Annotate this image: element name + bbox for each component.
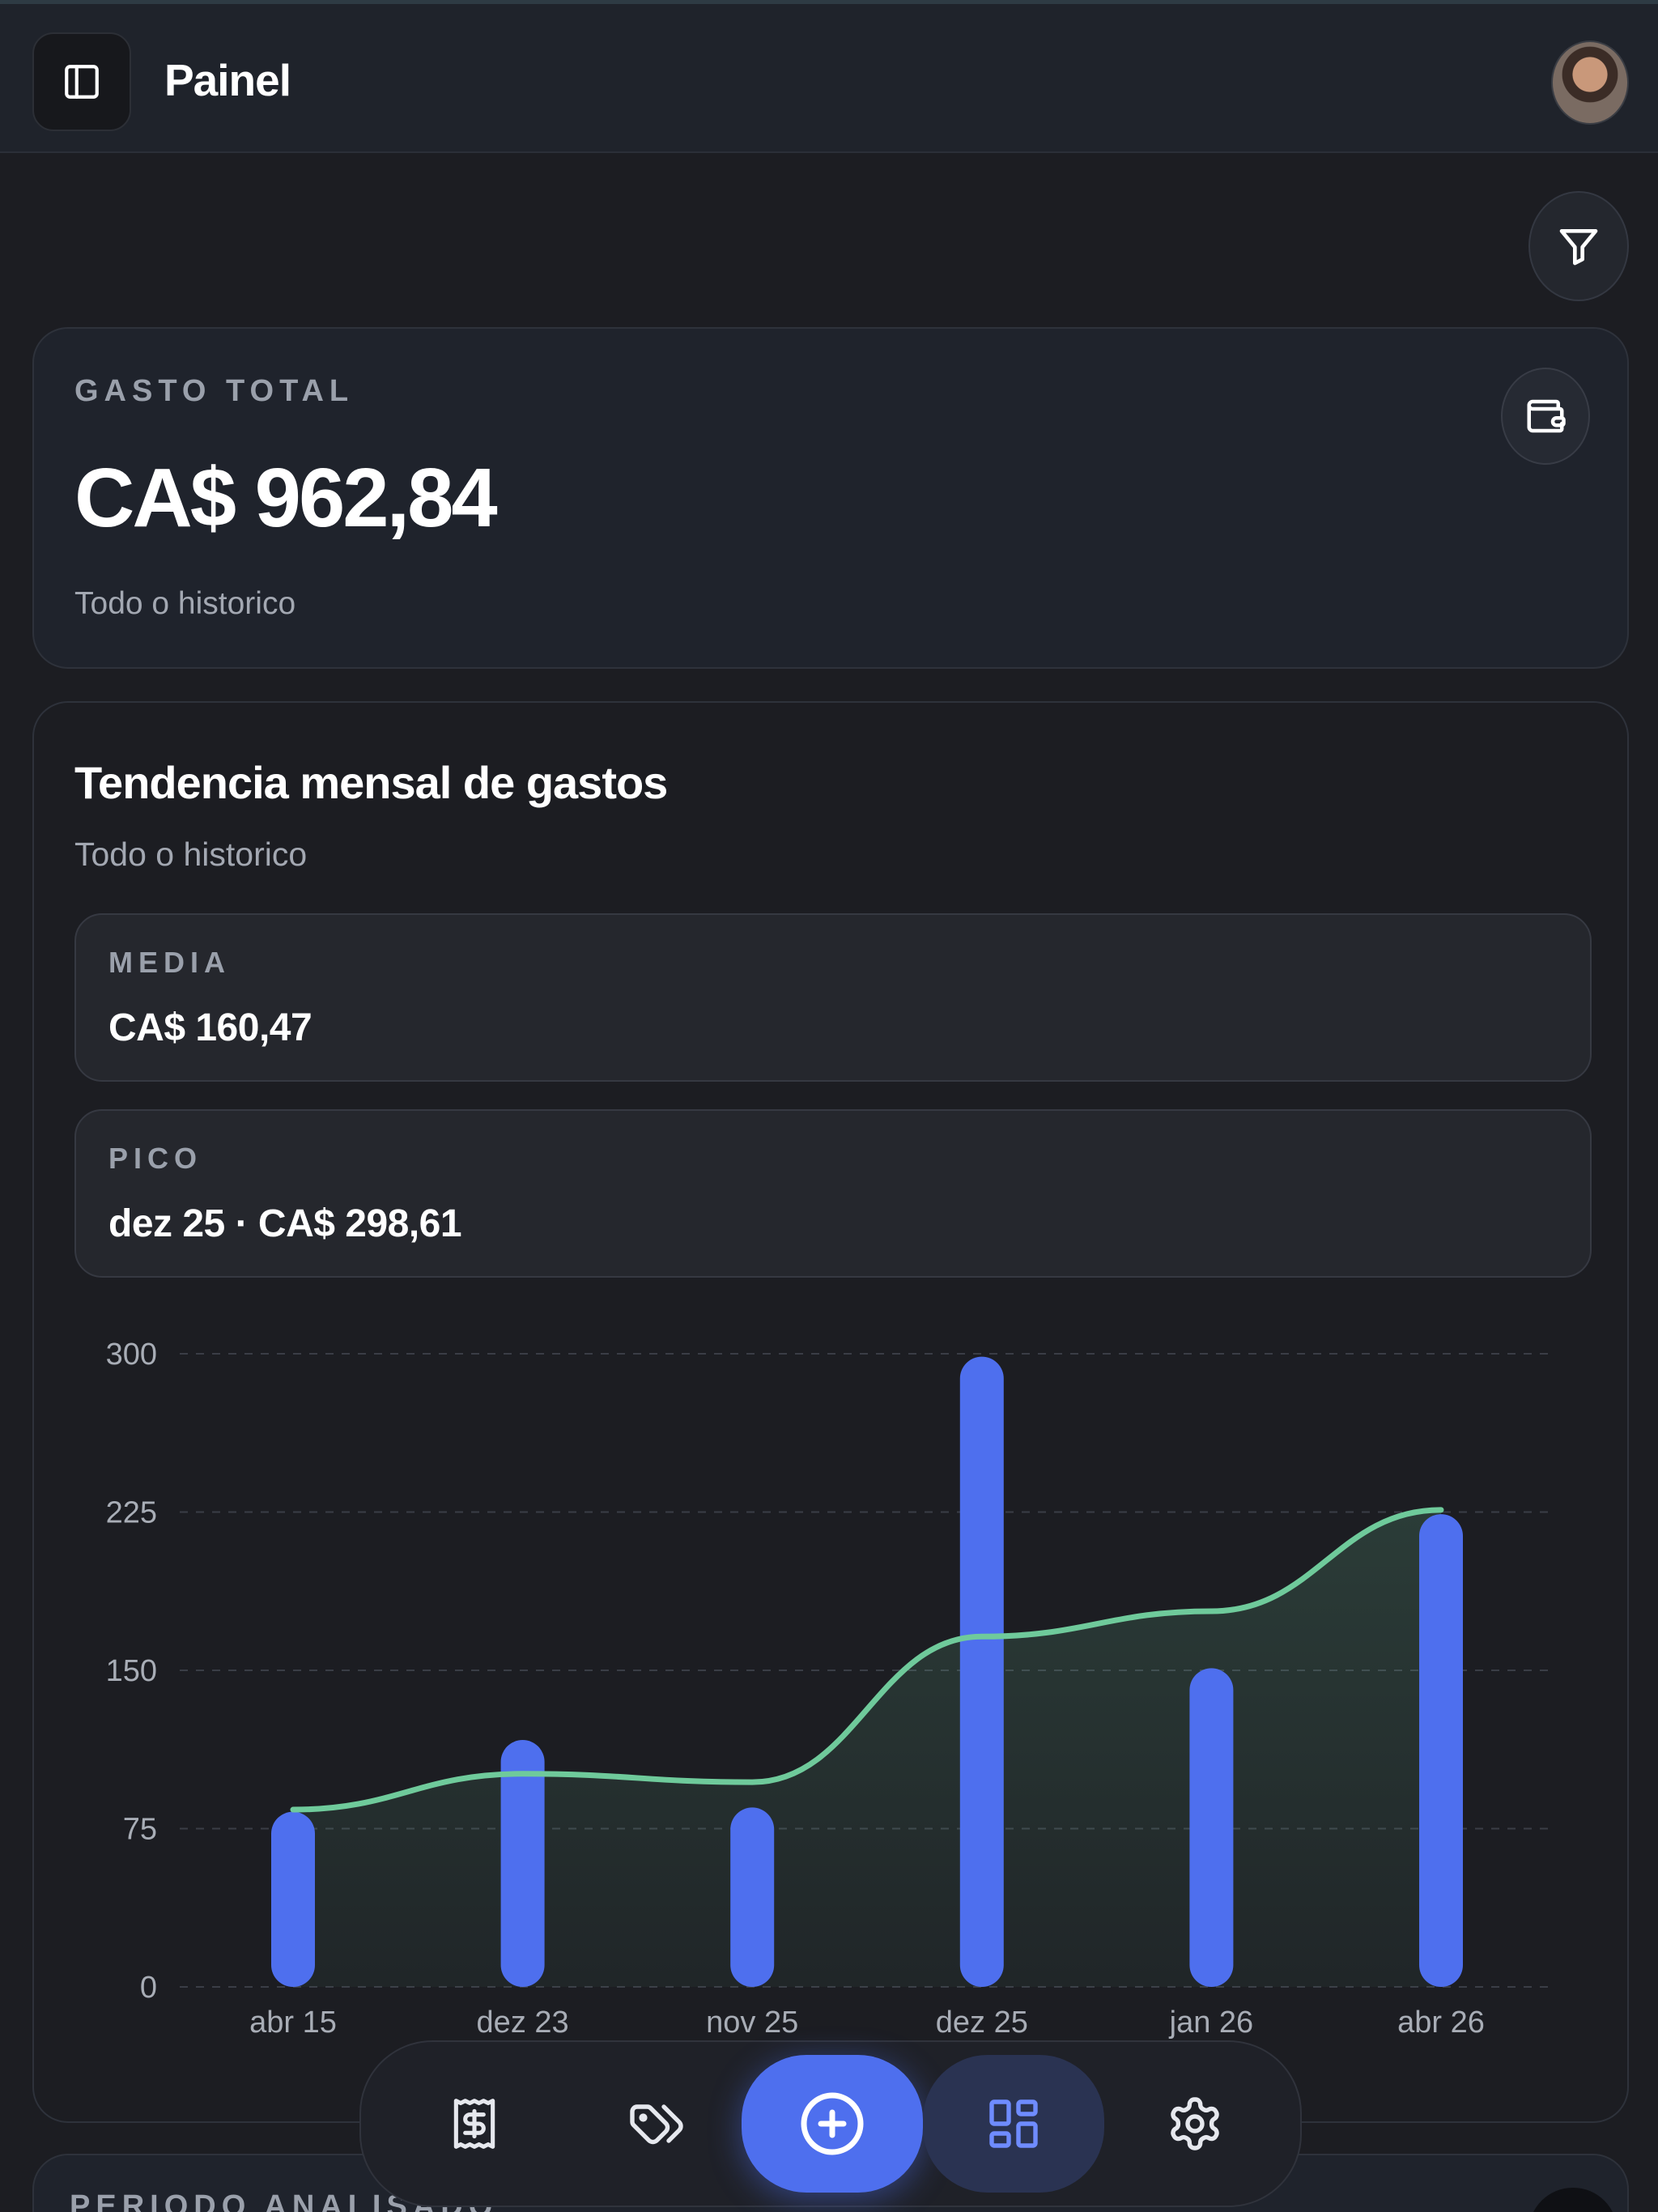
total-spend-value: CA$ 962,84 [74, 451, 498, 544]
trend-period: Todo o historico [74, 836, 308, 873]
average-value: CA$ 160,47 [108, 1006, 312, 1049]
bottom-tab-bar [359, 2040, 1302, 2207]
tags-icon [630, 2104, 683, 2145]
y-tick-label: 0 [140, 1971, 157, 2005]
trend-area [293, 1509, 1441, 1987]
page-title: Painel [164, 55, 291, 105]
filter-button[interactable] [1528, 191, 1629, 301]
add-expense-button[interactable] [742, 2055, 923, 2193]
x-tick-label: jan 26 [1169, 2006, 1254, 2040]
total-spend-period: Todo o historico [74, 586, 296, 621]
x-tick-label: dez 25 [936, 2006, 1028, 2040]
trend-line [290, 1507, 1444, 1813]
total-spend-card: GASTO TOTAL CA$ 962,84 Todo o historico [32, 327, 1629, 669]
avatar[interactable] [1551, 40, 1629, 125]
monthly-trend-chart: 0 75 150 225 300 abr 15 dez 23 nov 25 dez 25 jan … [106, 1338, 1548, 2040]
wallet-icon [1527, 399, 1566, 433]
y-tick-label: 225 [106, 1496, 157, 1530]
monthly-trend-card: Tendencia mensal de gastos Todo o histor… [32, 701, 1629, 2123]
total-spend-label: GASTO TOTAL [74, 374, 355, 408]
bar[interactable] [500, 1740, 545, 1987]
gear-icon [1171, 2097, 1219, 2150]
tab-dashboard[interactable] [923, 2055, 1104, 2193]
receipt-dollar-icon [453, 2099, 495, 2149]
filter-icon [1559, 229, 1598, 266]
average-label: MEDIA [108, 946, 231, 979]
sidebar-toggle-button[interactable] [32, 32, 131, 131]
bar[interactable] [730, 1807, 775, 1987]
y-tick-label: 75 [123, 1813, 157, 1847]
tab-expenses[interactable] [384, 2055, 565, 2193]
plus-circle-icon [801, 2092, 864, 2155]
sidebar-icon [65, 65, 99, 99]
top-accent-line [0, 0, 1658, 4]
tab-settings[interactable] [1104, 2055, 1286, 2193]
tab-categories[interactable] [566, 2055, 747, 2193]
bar[interactable] [271, 1811, 315, 1987]
bar[interactable] [959, 1356, 1004, 1987]
peak-value: dez 25 · CA$ 298,61 [108, 1202, 462, 1245]
peak-label: PICO [108, 1142, 203, 1175]
wallet-button[interactable] [1501, 368, 1590, 465]
y-tick-label: 150 [106, 1654, 157, 1688]
trend-title: Tendencia mensal de gastos [74, 757, 668, 808]
bar[interactable] [1419, 1514, 1463, 1987]
x-tick-label: abr 26 [1397, 2006, 1485, 2040]
analysis-period-button[interactable] [1528, 2188, 1618, 2212]
x-tick-label: nov 25 [706, 2006, 798, 2040]
average-stat-box: MEDIA CA$ 160,47 [74, 913, 1592, 1082]
peak-stat-box: PICO dez 25 · CA$ 298,61 [74, 1109, 1592, 1278]
x-tick-label: abr 15 [249, 2006, 337, 2040]
app-header: Painel [0, 4, 1658, 153]
bar[interactable] [1189, 1668, 1234, 1987]
dashboard-icon [989, 2099, 1038, 2148]
y-tick-label: 300 [106, 1338, 157, 1372]
x-tick-label: dez 23 [477, 2006, 569, 2040]
